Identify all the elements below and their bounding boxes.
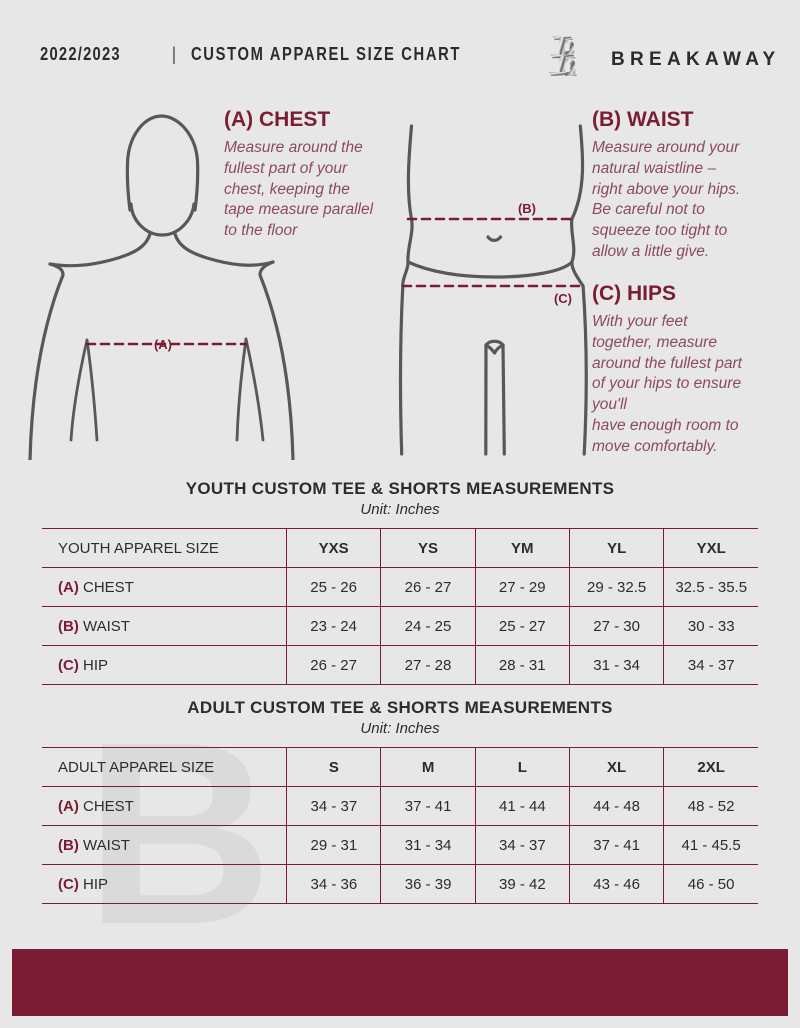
svg-text:(A): (A) (154, 337, 172, 352)
svg-text:(C): (C) (554, 291, 572, 306)
svg-text:BREAKAWAY: BREAKAWAY (611, 49, 778, 70)
svg-text:(B): (B) (518, 201, 536, 216)
